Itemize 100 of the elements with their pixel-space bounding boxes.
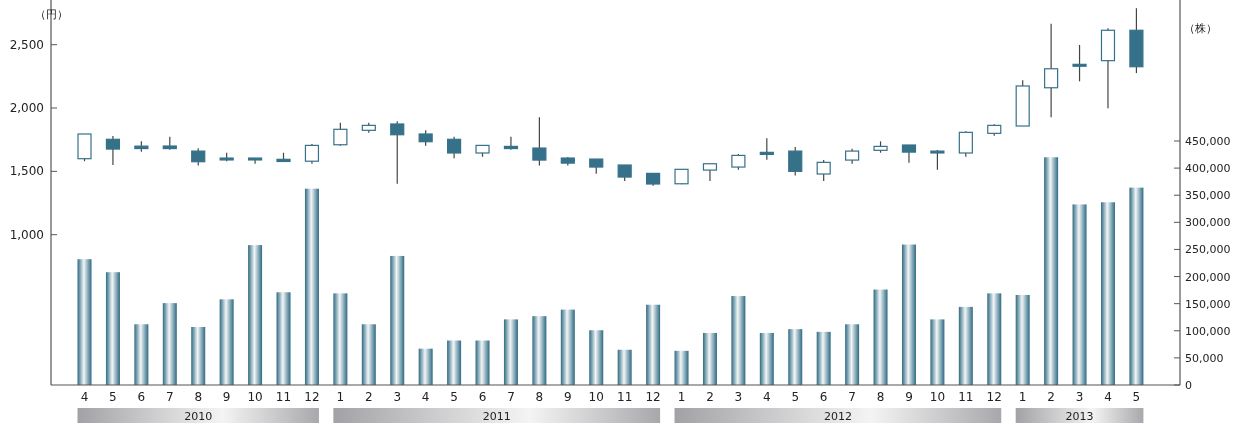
bar [390, 255, 405, 385]
x-tick-label: 8 [194, 390, 203, 404]
bar [1044, 157, 1059, 385]
x-tick-label: 12 [986, 390, 1002, 404]
bar [191, 326, 206, 385]
x-tick-label: 6 [478, 390, 487, 404]
y2-axis-title: （株） [1184, 22, 1217, 35]
x-tick-label: 5 [1132, 390, 1141, 404]
bar [77, 259, 92, 385]
x-tick-label: 3 [393, 390, 402, 404]
candlestick [816, 159, 831, 182]
bar [333, 293, 348, 385]
bar [987, 293, 1002, 385]
x-tick-label: 6 [137, 390, 146, 404]
bar [958, 306, 973, 385]
y2-tick-label: 150,000 [1185, 297, 1231, 311]
candlestick [958, 130, 973, 158]
y2-tick-label: 400,000 [1185, 162, 1231, 176]
bar [276, 292, 291, 385]
bar [418, 348, 433, 385]
bar [475, 340, 490, 385]
candlestick [333, 122, 348, 147]
bar [930, 319, 945, 385]
x-tick-label: 1 [1018, 390, 1027, 404]
bar [816, 331, 831, 385]
x-tick-label: 4 [80, 390, 89, 404]
y-axis-title: （円） [34, 8, 68, 21]
candlestick [304, 143, 320, 165]
x-tick-label: 9 [563, 390, 572, 404]
candlestick [759, 137, 774, 161]
bar [702, 332, 717, 385]
bar [105, 272, 120, 385]
bar [134, 324, 149, 385]
bar [1100, 202, 1115, 385]
y-tick-label: 2,000 [9, 101, 44, 116]
bar [617, 349, 632, 385]
candlestick [930, 149, 945, 171]
bar [873, 289, 888, 385]
bar [503, 319, 518, 385]
bar [731, 296, 746, 385]
x-tick-label: 2 [1047, 390, 1055, 404]
x-tick-label: 8 [876, 390, 885, 404]
x-tick-label: 4 [421, 390, 430, 404]
bar [447, 340, 462, 385]
x-tick-label: 11 [617, 390, 633, 404]
y2-tick-label: 350,000 [1185, 189, 1231, 203]
x-tick-label: 9 [905, 390, 913, 404]
bar [1015, 294, 1030, 385]
x-tick-label: 8 [535, 390, 544, 404]
x-tick-label: 2 [364, 390, 373, 404]
bar [162, 303, 177, 385]
bar [901, 244, 916, 385]
text: 2013 [1065, 410, 1094, 423]
x-tick-label: 10 [588, 390, 604, 404]
bar [1072, 204, 1087, 385]
y-tick-label: 1,500 [9, 164, 44, 179]
candlestick [702, 163, 718, 182]
x-tick-label: 3 [1075, 390, 1084, 404]
candlestick [446, 136, 462, 159]
text: 2010 [184, 410, 213, 423]
x-tick-label: 11 [958, 390, 974, 404]
x-tick-label: 1 [336, 390, 345, 404]
x-tick-label: 10 [929, 390, 946, 404]
y2-tick-label: 450,000 [1185, 134, 1231, 148]
bar [1129, 187, 1144, 385]
x-tick-label: 4 [1104, 390, 1112, 404]
bar [646, 304, 661, 385]
x-tick-label: 7 [848, 390, 856, 404]
bar [788, 329, 803, 385]
x-tick-label: 12 [304, 390, 320, 404]
bar [845, 324, 860, 385]
y-tick-label: 2,500 [9, 37, 44, 52]
x-tick-label: 4 [763, 390, 771, 404]
candlestick [1072, 44, 1087, 82]
x-tick-label: 1 [677, 390, 686, 404]
candlestick [503, 136, 519, 151]
candlestick [105, 135, 121, 166]
x-tick-label: 5 [450, 390, 458, 404]
x-tick-label: 5 [791, 390, 800, 404]
y-tick-label: 1,000 [9, 227, 44, 242]
bar [759, 332, 774, 385]
bar [248, 245, 263, 385]
x-tick-label: 12 [645, 390, 661, 404]
bar [219, 299, 234, 385]
y2-tick-label: 50,000 [1185, 351, 1224, 365]
y2-tick-label: 100,000 [1185, 324, 1231, 338]
x-tick-label: 2 [706, 390, 714, 404]
y2-tick-label: 0 [1185, 379, 1192, 392]
bar [532, 316, 547, 385]
text: 2012 [823, 410, 852, 423]
x-tick-label: 7 [507, 390, 515, 404]
bar [589, 330, 604, 385]
bar [304, 188, 319, 385]
bar [560, 309, 575, 385]
y2-tick-label: 200,000 [1185, 270, 1231, 284]
bar [674, 350, 689, 385]
y2-tick-label: 300,000 [1185, 216, 1231, 230]
x-tick-label: 11 [275, 390, 292, 404]
bar [361, 324, 376, 385]
x-tick-label: 3 [734, 390, 743, 404]
